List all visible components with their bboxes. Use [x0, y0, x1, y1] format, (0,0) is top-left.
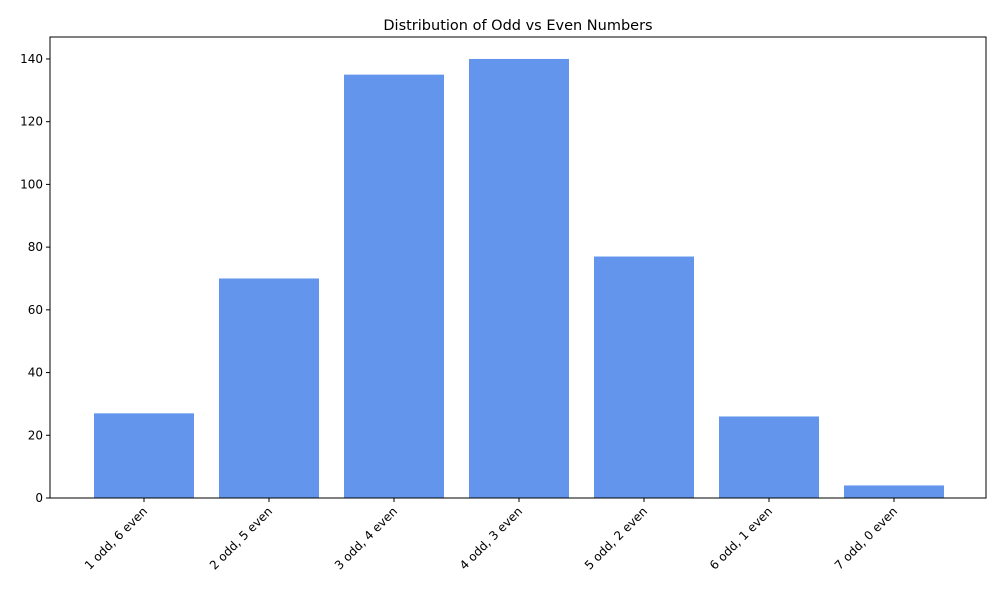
bar-4 [469, 58, 569, 498]
x-axis: 1 odd, 6 even 2 odd, 5 even 3 odd, 4 even 4… [82, 498, 900, 573]
bar-2 [219, 278, 319, 498]
y-tick-label-80: 80 [28, 240, 43, 254]
y-tick-label-40: 40 [28, 366, 43, 380]
bar-6 [719, 416, 819, 498]
x-tick-label-3: 3 odd, 4 even [332, 504, 400, 572]
bar-5 [594, 256, 694, 498]
bar-3 [344, 74, 444, 498]
y-tick-label-60: 60 [28, 303, 43, 317]
bars-group [94, 58, 944, 498]
x-tick-label-5: 5 odd, 2 even [582, 504, 650, 572]
x-tick-label-2: 2 odd, 5 even [207, 504, 275, 572]
x-tick-label-6: 6 odd, 1 even [707, 504, 775, 572]
y-tick-label-120: 120 [20, 115, 43, 129]
x-tick-label-4: 4 odd, 3 even [457, 504, 525, 572]
y-tick-label-100: 100 [20, 177, 43, 191]
x-tick-label-1: 1 odd, 6 even [82, 504, 150, 572]
x-tick-label-7: 7 odd, 0 even [832, 504, 900, 572]
bar-7 [844, 485, 944, 498]
bar-1 [94, 413, 194, 498]
y-tick-label-20: 20 [28, 428, 43, 442]
y-axis: 0 20 40 60 80 100 120 140 [20, 52, 50, 505]
y-tick-label-0: 0 [35, 491, 43, 505]
plot-frame [49, 36, 987, 499]
chart-title: Distribution of Odd vs Even Numbers [383, 18, 652, 34]
y-tick-label-140: 140 [20, 52, 43, 66]
